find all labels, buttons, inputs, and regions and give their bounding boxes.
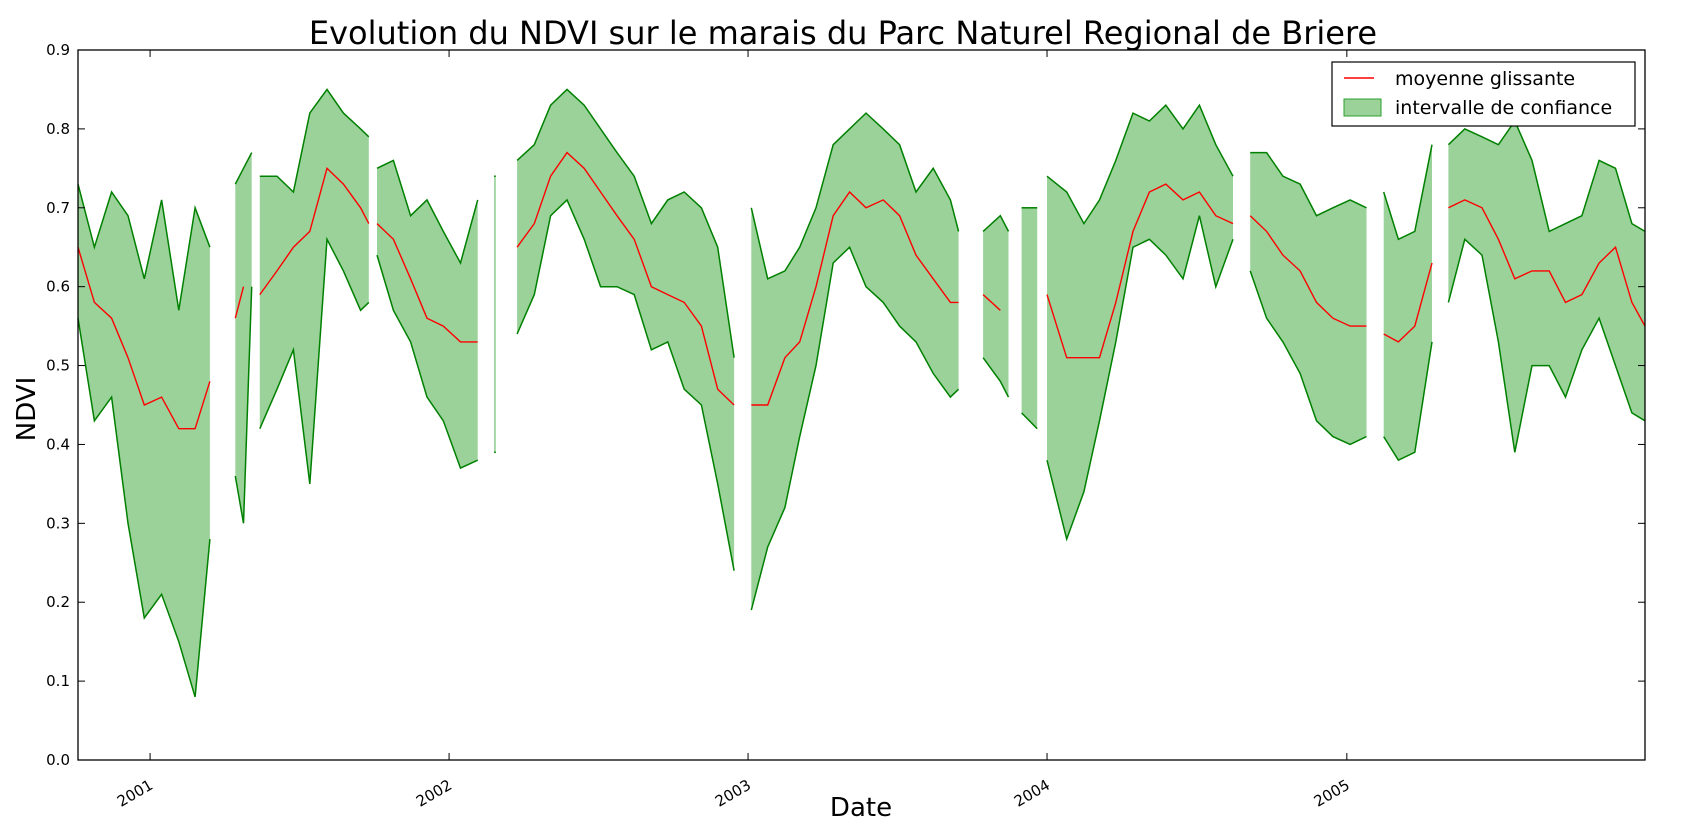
mean-line-2 <box>259 166 370 296</box>
x-tick-label: 2002 <box>413 776 455 811</box>
confidence-band-1 <box>235 152 252 524</box>
band-lower-line-9 <box>1046 215 1234 542</box>
band-upper-line-9 <box>1046 103 1234 226</box>
y-axis-label: NDVI <box>12 377 42 441</box>
band-lower-line-5 <box>516 198 735 571</box>
band-lower-line-12 <box>1447 237 1646 453</box>
confidence-band-5 <box>517 89 735 571</box>
band-upper-line-1 <box>234 152 253 185</box>
band-lower-line-1 <box>234 286 253 524</box>
mean-line-3 <box>376 223 478 343</box>
band-lower-line-7 <box>982 357 1010 398</box>
confidence-band-10 <box>1250 152 1367 445</box>
band-lower-line-2 <box>259 236 370 484</box>
mean-line-11 <box>1383 262 1433 343</box>
y-tick-label: 0.5 <box>46 357 70 375</box>
band-lower-line-10 <box>1249 270 1367 446</box>
confidence-band-2 <box>259 89 369 484</box>
chart-title: Evolution du NDVI sur le marais du Parc … <box>309 14 1377 52</box>
x-tick-label: 2005 <box>1311 776 1353 811</box>
legend-band-swatch <box>1343 98 1382 117</box>
band-upper-line-7 <box>982 214 1010 232</box>
confidence-band-8 <box>1021 207 1038 429</box>
band-upper-line-3 <box>376 159 479 265</box>
band-upper-line-5 <box>516 88 735 358</box>
band-upper-line-0 <box>77 183 211 311</box>
mean-line-1 <box>234 286 245 319</box>
band-lower-line-0 <box>77 318 211 698</box>
confidence-band-4 <box>494 176 496 453</box>
y-tick-label: 0.7 <box>46 199 70 217</box>
y-tick-label: 0.2 <box>46 593 70 611</box>
confidence-band-11 <box>1383 144 1432 461</box>
y-tick-label: 0.1 <box>46 672 70 690</box>
legend-box <box>1331 61 1636 127</box>
mean-line-9 <box>1046 183 1234 359</box>
band-lower-line-3 <box>376 254 479 470</box>
legend: moyenne glissante intervalle de confianc… <box>1331 61 1636 127</box>
mean-line-0 <box>77 247 211 430</box>
y-tick-label: 0.6 <box>46 278 70 296</box>
band-upper-line-10 <box>1250 151 1367 217</box>
band-lower-line-6 <box>750 245 960 611</box>
x-axis-label: Date <box>830 793 892 823</box>
band-upper-line-12 <box>1447 119 1646 233</box>
band-lower-line-8 <box>1021 412 1038 430</box>
confidence-band-12 <box>1448 121 1645 453</box>
band-upper-line-6 <box>750 112 960 280</box>
y-tick-label: 0.3 <box>46 514 70 532</box>
x-tick-label: 2003 <box>712 776 754 811</box>
confidence-band-3 <box>377 160 478 469</box>
y-tick-label: 0.0 <box>46 751 70 769</box>
x-tick-label: 2001 <box>114 776 156 811</box>
plot-area <box>77 88 1646 698</box>
confidence-band-9 <box>1047 105 1233 540</box>
x-tick-label: 2004 <box>1011 776 1053 811</box>
legend-band-label: intervalle de confiance <box>1395 97 1612 119</box>
plot-frame <box>77 49 1646 761</box>
band-upper-line-11 <box>1382 144 1433 241</box>
y-axis: 0.0 0.1 0.2 0.3 0.4 0.5 0.6 0.7 0.8 0.9 <box>46 41 1645 769</box>
y-tick-label: 0.4 <box>46 435 70 453</box>
mean-line-6 <box>751 190 959 406</box>
y-tick-label: 0.8 <box>46 120 70 138</box>
mean-line-5 <box>516 151 735 406</box>
band-upper-line-2 <box>259 88 370 194</box>
band-lower-line-11 <box>1383 341 1433 462</box>
mean-line-12 <box>1448 199 1646 327</box>
mean-line-7 <box>982 294 1001 311</box>
mean-line-10 <box>1249 215 1367 327</box>
y-tick-label: 0.9 <box>46 41 70 59</box>
confidence-band-6 <box>751 113 959 611</box>
confidence-band-0 <box>78 184 210 697</box>
legend-mean-label: moyenne glissante <box>1395 68 1575 90</box>
